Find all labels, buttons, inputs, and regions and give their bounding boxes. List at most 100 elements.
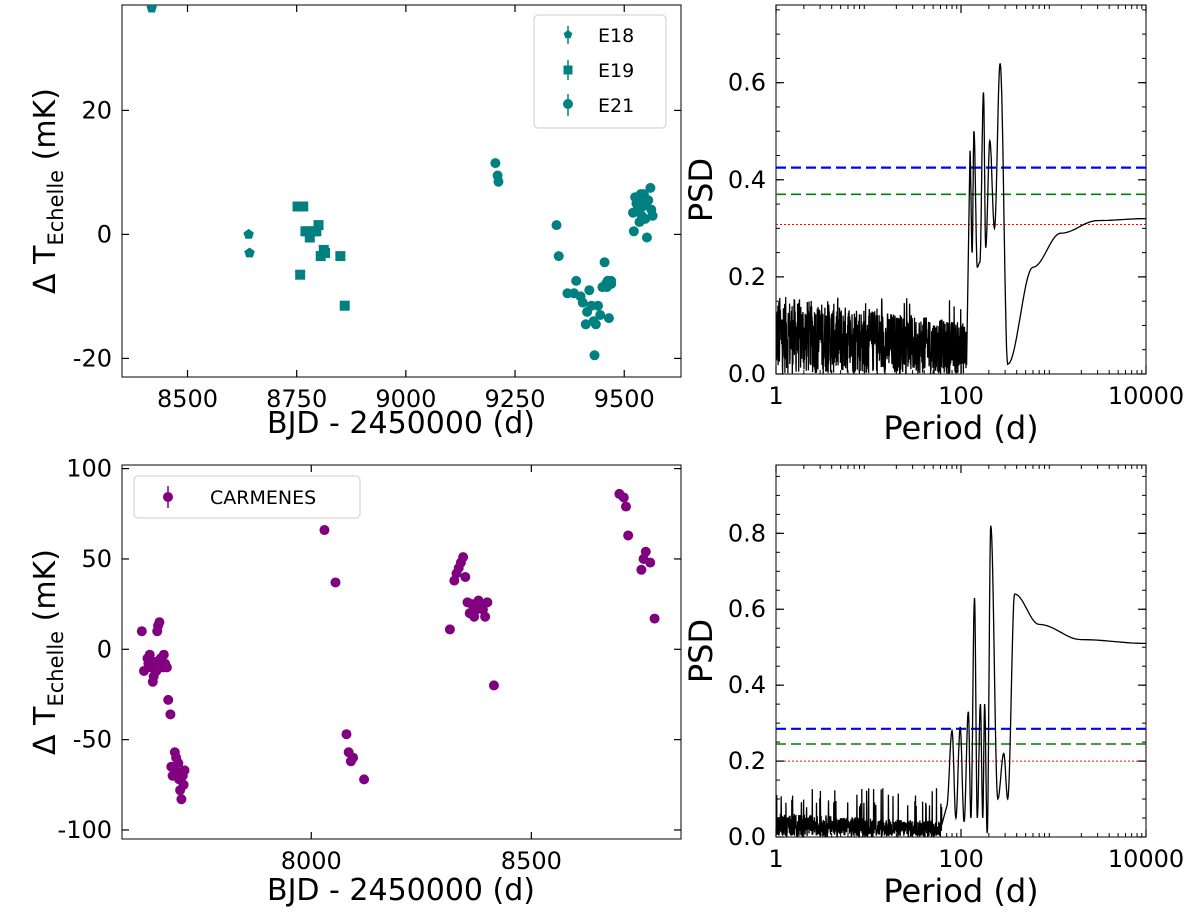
data-point-carmenes <box>645 557 656 568</box>
pentagon-marker <box>563 30 573 39</box>
square-marker <box>563 65 573 75</box>
data-points <box>146 5 658 361</box>
legend-label: E19 <box>598 60 634 82</box>
x-tick-label: 1 <box>768 845 783 873</box>
data-point-e21 <box>590 319 601 330</box>
y-axis-label: PSD <box>682 158 720 222</box>
data-point-carmenes <box>163 694 174 705</box>
x-tick-label: 10000 <box>1108 382 1184 410</box>
y-label-main: Δ T <box>28 245 63 294</box>
data-point-carmenes <box>458 552 469 563</box>
data-point-e19 <box>295 269 306 280</box>
data-point-carmenes <box>482 597 493 608</box>
panel-top-left: 8500 8750 9000 9250 9500 -20 0 20 BJD - 245000… <box>28 4 682 441</box>
data-point-e19 <box>320 248 331 258</box>
y-tick-label: 0.2 <box>728 747 766 775</box>
data-point-e19 <box>298 201 309 212</box>
data-point-carmenes <box>176 794 187 805</box>
data-point-carmenes <box>319 525 330 536</box>
y-tick-label: 0 <box>97 220 112 248</box>
y-tick-label: 0.6 <box>728 69 766 97</box>
data-point-e21 <box>606 279 617 289</box>
x-ticks: 8000 8500 <box>281 465 562 875</box>
y-tick-label: 0.4 <box>728 166 766 194</box>
data-point-carmenes <box>460 572 471 583</box>
data-point-e18 <box>244 247 255 258</box>
y-tick-label: 0.2 <box>728 263 766 291</box>
data-point-e21 <box>551 220 562 231</box>
data-point-e19 <box>311 226 322 237</box>
data-point-e21 <box>490 158 501 169</box>
x-tick-label: 8500 <box>501 847 562 875</box>
data-point-carmenes <box>179 765 190 776</box>
data-point-e21 <box>595 310 606 320</box>
y-tick-label: 0 <box>97 635 112 663</box>
data-point-e21 <box>580 319 591 330</box>
y-tick-label: 0.4 <box>728 671 766 699</box>
legend: CARMENES <box>133 475 361 519</box>
x-tick-label: 9500 <box>594 385 655 413</box>
data-point-carmenes <box>348 752 359 763</box>
x-axis-label: Period (d) <box>883 872 1038 910</box>
x-ticks: 1 100 10000 <box>768 5 1184 410</box>
x-tick-label: 100 <box>938 382 984 410</box>
legend: E18 E19 E21 <box>533 14 667 129</box>
data-point-e21 <box>628 226 639 237</box>
data-point-e21 <box>553 251 564 262</box>
data-point-e21 <box>647 210 658 221</box>
panel-top-right: 1 100 10000 0.0 0.2 0.4 0.6 Period (d) PSD <box>682 4 1184 447</box>
x-axis-label: Period (d) <box>883 409 1038 447</box>
legend-entry-carmenes: CARMENES <box>163 486 316 509</box>
y-tick-label: 20 <box>81 96 112 124</box>
y-ticks: 0.0 0.2 0.4 0.6 <box>728 9 1146 388</box>
data-point-carmenes <box>444 624 455 635</box>
y-label-unit: (mK) <box>28 88 63 170</box>
y-ticks: -100 -50 0 50 100 <box>58 455 681 844</box>
data-point-carmenes <box>480 611 491 622</box>
x-tick-label: 9000 <box>375 385 436 413</box>
y-ticks: -20 0 20 <box>73 96 681 372</box>
periodogram <box>776 525 1146 837</box>
data-point-e19 <box>339 300 350 311</box>
data-point-e21 <box>571 275 582 286</box>
data-point-carmenes <box>620 501 631 512</box>
data-point-carmenes <box>178 779 189 790</box>
data-point-e21 <box>599 257 610 268</box>
legend-label: E18 <box>598 25 634 47</box>
plot-area <box>775 464 1147 838</box>
periodogram <box>776 63 1146 374</box>
data-point-e19 <box>302 226 313 237</box>
legend-entry-e18: E18 <box>563 25 634 47</box>
x-axis-label: BJD - 2450000 (d) <box>267 406 535 441</box>
data-point-e19 <box>335 251 346 262</box>
x-tick-label: 10000 <box>1108 845 1184 873</box>
data-point-carmenes <box>158 649 169 660</box>
data-point-carmenes <box>488 680 499 691</box>
y-tick-label: 0.0 <box>728 360 766 388</box>
data-point-carmenes <box>330 577 341 588</box>
data-point-e21 <box>577 297 588 308</box>
y-tick-label: -50 <box>73 726 112 754</box>
data-point-carmenes <box>636 564 647 575</box>
x-ticks: 8500 8750 9000 9250 9500 <box>157 5 655 413</box>
y-ticks: 0.0 0.2 0.4 0.6 0.8 <box>728 475 1146 851</box>
data-point-carmenes <box>618 492 629 503</box>
y-tick-label: 100 <box>66 455 112 483</box>
data-point-e18 <box>243 228 254 239</box>
x-ticks: 1 100 10000 <box>768 465 1184 873</box>
panel-bottom-right: 1 100 10000 0.0 0.2 0.4 0.6 0.8 Period (d) PSD <box>682 464 1184 910</box>
y-axis-label: PSD <box>682 619 720 683</box>
y-label-sub: Echelle <box>44 631 68 707</box>
data-point-e19 <box>313 220 324 231</box>
y-axis-label: Δ TEchelle (mK) <box>28 549 68 755</box>
data-point-e18 <box>146 5 157 13</box>
y-label-main: Δ T <box>28 706 63 755</box>
data-point-e21 <box>493 176 504 187</box>
data-point-e21 <box>593 300 604 311</box>
data-point-e21 <box>589 350 600 361</box>
data-points <box>136 488 660 805</box>
data-point-carmenes <box>359 774 370 785</box>
psd-curve <box>776 525 1146 837</box>
x-tick-label: 9250 <box>485 385 546 413</box>
data-point-carmenes <box>161 662 172 673</box>
